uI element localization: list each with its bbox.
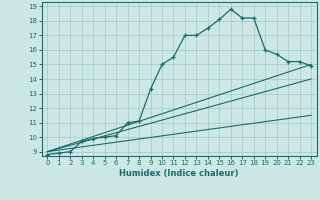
X-axis label: Humidex (Indice chaleur): Humidex (Indice chaleur) [119,169,239,178]
